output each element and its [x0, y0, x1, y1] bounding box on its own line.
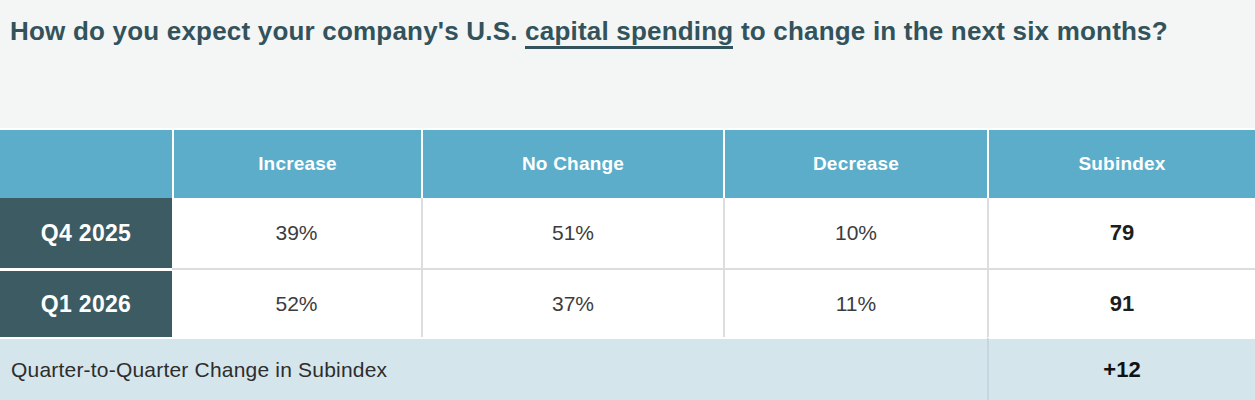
question-text-prefix: How do you expect your company's U.S. — [10, 16, 525, 46]
cell-q4-2025-increase: 39% — [172, 198, 421, 268]
question-title: How do you expect your company's U.S. ca… — [0, 0, 1255, 128]
cell-q4-2025-decrease: 10% — [723, 198, 987, 268]
capex-table: Increase No Change Decrease Subindex Q4 … — [0, 130, 1255, 400]
column-header-increase: Increase — [172, 130, 421, 198]
column-header-subindex: Subindex — [987, 130, 1255, 198]
cell-q1-2026-decrease: 11% — [723, 268, 987, 337]
question-underlined-term: capital spending — [525, 16, 733, 49]
cell-q4-2025-no-change: 51% — [421, 198, 723, 268]
column-header-decrease: Decrease — [723, 130, 987, 198]
row-label-q4-2025: Q4 2025 — [0, 198, 172, 268]
column-header-empty — [0, 130, 172, 198]
cell-q1-2026-subindex: 91 — [987, 268, 1255, 337]
cell-q4-2025-subindex: 79 — [987, 198, 1255, 268]
column-header-no-change: No Change — [421, 130, 723, 198]
footer-change-value: +12 — [987, 337, 1255, 400]
cell-q1-2026-no-change: 37% — [421, 268, 723, 337]
footer-change-label: Quarter-to-Quarter Change in Subindex — [0, 337, 987, 400]
row-label-q1-2026: Q1 2026 — [0, 268, 172, 337]
capital-spending-survey-card: How do you expect your company's U.S. ca… — [0, 0, 1255, 400]
cell-q1-2026-increase: 52% — [172, 268, 421, 337]
question-text-suffix: to change in the next six months? — [733, 16, 1167, 46]
